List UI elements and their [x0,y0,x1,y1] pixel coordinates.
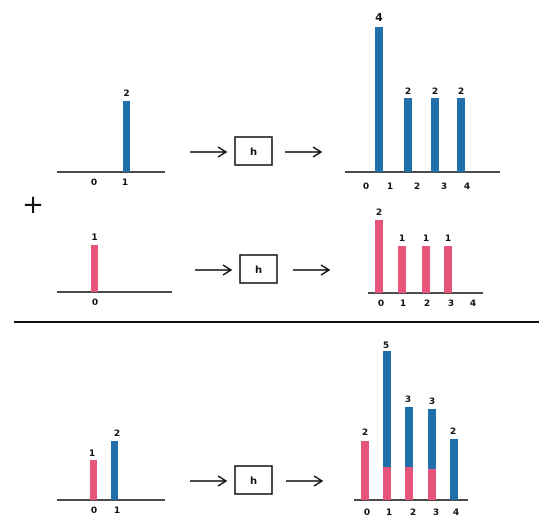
bottom-input-bar-blue-1 [111,441,118,500]
middle-arrow-in [195,264,233,276]
bottom-input-tick-1: 1 [114,506,120,516]
bottom-output-bar-2-blue [405,407,413,467]
top-row: 2 0 1 h 4 2 2 2 0 [57,11,500,192]
middle-output-tick-2: 2 [424,299,430,309]
middle-system-box: h [239,254,278,284]
bottom-output-bar-3-blue [428,409,436,469]
middle-output-plot: 2 1 1 1 0 1 2 3 4 [368,208,483,309]
bottom-system-label: h [250,476,257,487]
middle-output-tick-4: 4 [470,299,476,309]
bottom-output-bar-1-pink [383,467,391,500]
bottom-input-value-1: 2 [114,429,120,439]
top-input-plot: 2 0 1 [57,89,165,188]
bottom-output-value-0: 2 [362,428,368,438]
top-output-bar-1 [404,98,412,172]
bottom-output-value-3: 3 [429,397,435,407]
bottom-arrow-in [190,475,228,487]
top-output-value-2: 2 [432,87,438,97]
middle-input-value-0: 1 [91,233,97,243]
middle-arrow-out [293,264,331,276]
top-output-tick-1: 1 [387,182,393,192]
middle-output-value-1: 1 [399,234,405,244]
middle-output-bar-0 [375,220,383,293]
bottom-output-bar-2-pink [405,467,413,500]
top-output-plot: 4 2 2 2 0 1 2 3 4 [345,11,500,192]
middle-system-label: h [255,265,262,276]
middle-output-value-0: 2 [376,208,382,218]
middle-input-tick-0: 0 [92,298,98,308]
middle-input-bar-0 [91,245,98,292]
middle-output-value-2: 1 [423,234,429,244]
bottom-system-box: h [234,465,273,495]
top-output-bar-3 [457,98,465,172]
middle-output-bar-2 [422,246,430,293]
top-output-tick-2: 2 [414,182,420,192]
middle-output-tick-3: 3 [448,299,454,309]
top-output-value-3: 2 [458,87,464,97]
bottom-output-bar-0-pink [361,441,369,500]
top-output-tick-0: 0 [363,182,369,192]
middle-row: 1 0 h 2 1 1 1 0 1 2 3 4 [57,208,483,309]
middle-output-bar-1 [398,246,406,293]
middle-output-value-3: 1 [445,234,451,244]
top-arrow-out [285,146,323,158]
top-input-tick-0: 0 [91,178,97,188]
top-arrow-in [190,146,228,158]
bottom-output-bar-3-pink [428,469,436,500]
bottom-row: 1 2 0 1 h [57,341,468,518]
top-output-tick-4: 4 [464,182,470,192]
bottom-output-tick-4: 4 [453,508,459,518]
top-system-label: h [250,147,257,158]
bottom-output-tick-1: 1 [386,508,392,518]
top-output-value-1: 2 [405,87,411,97]
plus-sign: + [22,190,44,220]
bottom-output-bar-1-blue [383,351,391,467]
bottom-output-bar-4-blue [450,439,458,500]
bottom-arrow-out [286,475,324,487]
top-input-value-1: 2 [123,89,129,99]
middle-output-tick-0: 0 [378,299,384,309]
top-output-value-0: 4 [375,11,383,24]
bottom-input-plot: 1 2 0 1 [57,429,165,516]
bottom-output-value-1: 5 [383,341,389,351]
bottom-output-tick-0: 0 [364,508,370,518]
top-system-box: h [234,136,273,166]
top-input-bar-1 [123,101,130,172]
middle-output-bar-3 [444,246,452,293]
bottom-output-plot: 2 5 3 3 2 0 1 2 3 4 [354,341,468,518]
middle-output-tick-1: 1 [400,299,406,309]
bottom-output-tick-2: 2 [410,508,416,518]
top-input-tick-1: 1 [122,178,128,188]
top-output-bar-0 [375,27,383,172]
top-output-bar-2 [431,98,439,172]
middle-input-plot: 1 0 [57,233,172,308]
bottom-output-value-2: 3 [405,395,411,405]
top-output-tick-3: 3 [441,182,447,192]
bottom-input-value-0: 1 [89,449,95,459]
bottom-output-tick-3: 3 [433,508,439,518]
bottom-input-tick-0: 0 [91,506,97,516]
bottom-output-value-4: 2 [450,427,456,437]
bottom-input-bar-pink-0 [90,460,97,500]
